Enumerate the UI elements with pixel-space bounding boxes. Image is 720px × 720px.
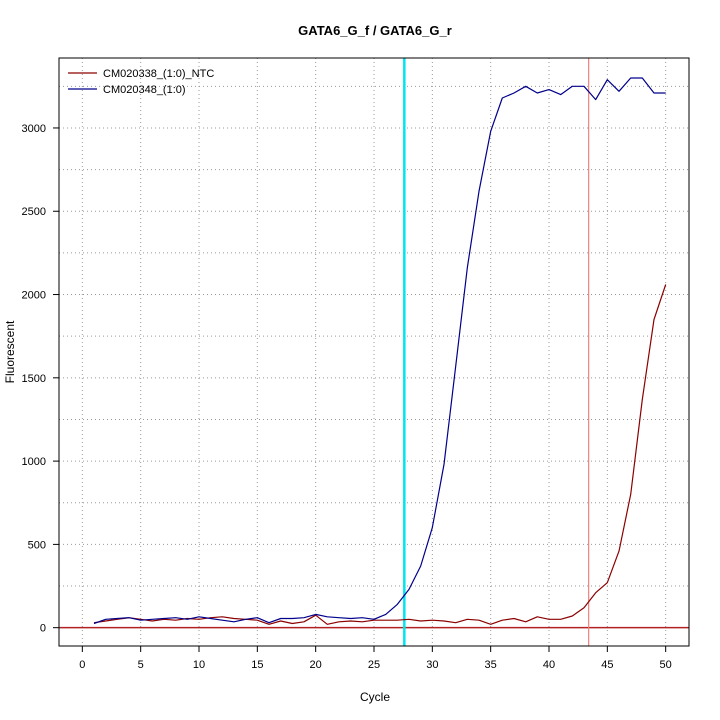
y-tick-label: 500 [28,539,46,551]
x-tick-label: 25 [368,659,380,671]
legend-entry-label: CM020338_(1:0)_NTC [103,68,214,80]
y-tick-label: 0 [40,623,46,635]
y-tick-label: 1000 [22,456,46,468]
y-tick-label: 2000 [22,290,46,302]
x-axis-title: Cycle [360,690,390,704]
series-line [93,77,666,625]
x-tick-label: 10 [193,659,205,671]
axis-layer: 0 5 10 15 20 25 30 35 40 45 5005001000150020002500… [22,123,672,671]
y-tick-label: 1500 [22,373,46,385]
series-layer [93,77,667,625]
legend: CM020338_(1:0)_NTC CM020348_(1:0) [68,68,214,96]
y-tick-label: 2500 [22,206,46,218]
x-tick-label: 15 [251,659,263,671]
x-tick-label: 20 [310,659,322,671]
x-tick-label: 45 [601,659,613,671]
x-tick-label: 0 [79,659,85,671]
y-axis-title: Fluorescent [3,320,17,383]
legend-entry-label: CM020348_(1:0) [103,84,186,96]
x-tick-label: 30 [426,659,438,671]
vertical-marker-layer [59,58,689,646]
x-tick-label: 35 [485,659,497,671]
x-tick-label: 5 [138,659,144,671]
x-tick-label: 40 [543,659,555,671]
x-tick-label: 50 [660,659,672,671]
chart-title: GATA6_G_f / GATA6_G_r [298,23,452,38]
y-tick-label: 3000 [22,123,46,135]
grid-layer [59,58,689,646]
